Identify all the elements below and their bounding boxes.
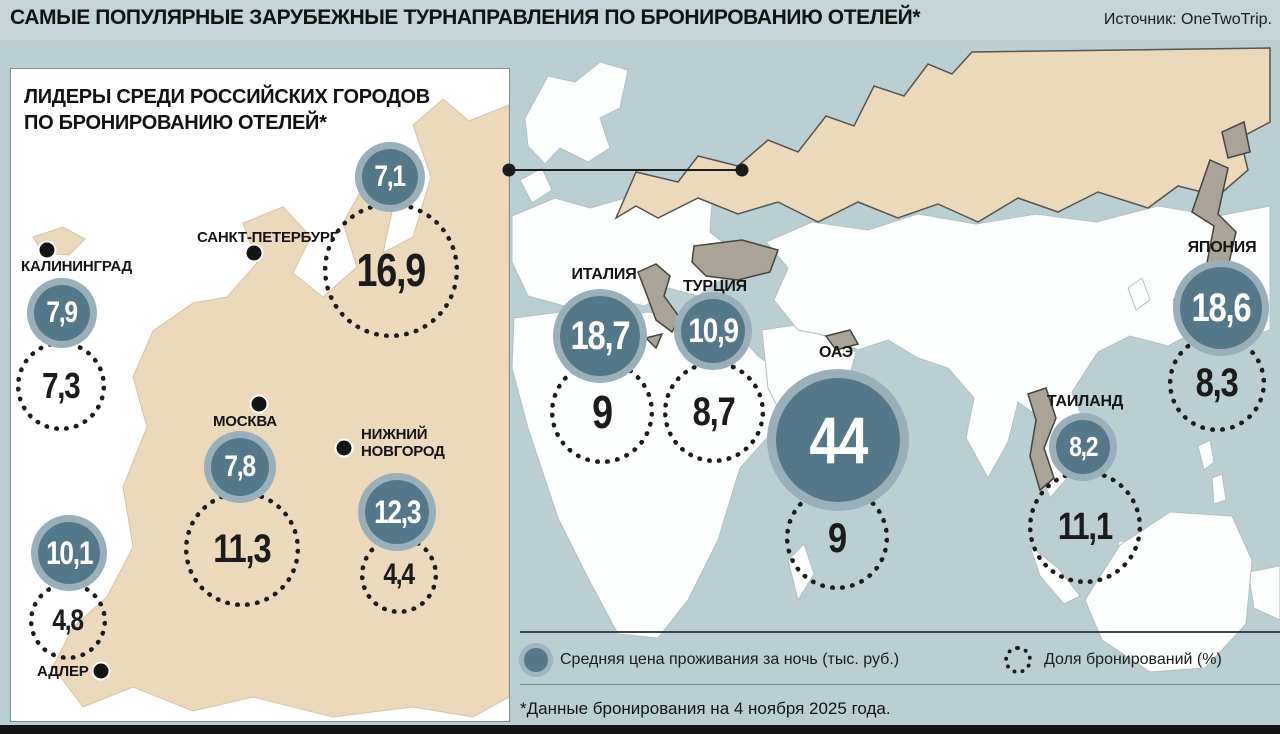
hokkaido-shape	[1221, 120, 1251, 159]
city-label-spb: САНКТ-ПЕТЕРБУРГ	[197, 229, 339, 246]
price-legend-icon	[519, 643, 553, 677]
inset-connector-line	[502, 163, 749, 177]
country-label-japan: ЯПОНИЯ	[1187, 239, 1257, 256]
price-bubble-italy: 18,7	[553, 289, 647, 383]
country-label-italy: ИТАЛИЯ	[571, 266, 637, 283]
country-label-thailand: ТАИЛАНД	[1046, 393, 1124, 410]
japan-shape	[1191, 158, 1237, 278]
new-guinea-shape	[1247, 565, 1280, 621]
city-dot-spb	[244, 243, 264, 263]
city-dot-kaliningrad	[37, 240, 57, 260]
connector-dot-right	[735, 163, 749, 177]
connector-dot-left	[502, 163, 516, 177]
price-bubble-spb: 7,1	[355, 142, 425, 212]
city-dot-nizhny	[334, 438, 354, 458]
philippines-shape-2	[1211, 473, 1227, 505]
turkey-shape	[691, 239, 779, 281]
inset-title-line1: ЛИДЕРЫ СРЕДИ РОССИЙСКИХ ГОРОДОВ	[24, 86, 430, 108]
share-legend-icon	[1004, 646, 1032, 674]
city-dot-adler	[91, 661, 111, 681]
price-bubble-kaliningrad: 7,9	[27, 278, 97, 348]
price-bubble-turkey: 10,9	[674, 292, 752, 370]
korea-shape	[1127, 277, 1151, 311]
legend-divider-top	[520, 631, 1280, 633]
price-bubble-japan: 18,6	[1173, 260, 1269, 356]
uk-shape	[519, 167, 553, 204]
share-bubble-turkey: 8,7	[663, 361, 765, 463]
city-label-adler: АДЛЕР	[37, 663, 89, 680]
share-bubble-thailand: 11,1	[1028, 470, 1142, 584]
scandinavia-shape	[524, 61, 629, 165]
page-title: САМЫЕ ПОПУЛЯРНЫЕ ЗАРУБЕЖНЫЕ ТУРНАПРАВЛЕН…	[10, 6, 921, 29]
share-bubble-adler: 4,8	[29, 582, 107, 660]
philippines-shape	[1197, 439, 1215, 471]
price-legend-label: Средняя цена проживания за ночь (тыс. ру…	[560, 651, 900, 668]
city-label-nizhny: НИЖНИЙ НОВГОРОД	[361, 426, 445, 460]
bottom-bar	[0, 725, 1280, 734]
city-label-kaliningrad: КАЛИНИНГРАД	[21, 258, 132, 275]
country-label-turkey: ТУРЦИЯ	[683, 278, 747, 295]
share-bubble-spb: 16,9	[323, 202, 459, 338]
share-legend-label: Доля бронирований (%)	[1044, 651, 1222, 668]
inset-russia-shape	[52, 98, 509, 718]
price-bubble-adler: 10,1	[31, 515, 107, 591]
russia-shape	[614, 47, 1271, 223]
price-bubble-nizhny: 12,3	[358, 473, 436, 551]
city-dot-moscow	[249, 394, 269, 414]
source-label: Источник: OneTwoTrip.	[1103, 11, 1272, 28]
price-bubble-uae: 44	[767, 369, 909, 511]
city-label-moscow: МОСКВА	[213, 413, 277, 430]
inset-title-line2: ПО БРОНИРОВАНИЮ ОТЕЛЕЙ*	[24, 112, 327, 134]
inset-title: ЛИДЕРЫ СРЕДИ РОССИЙСКИХ ГОРОДОВ ПО БРОНИ…	[24, 84, 430, 136]
legend-divider-bottom	[520, 684, 1280, 685]
price-bubble-moscow: 7,8	[204, 431, 276, 503]
footnote: *Данные бронирования на 4 ноября 2025 го…	[520, 699, 891, 718]
sicily-shape	[644, 332, 664, 350]
uae-shape	[824, 329, 860, 351]
share-bubble-kaliningrad: 7,3	[16, 341, 106, 431]
country-label-uae: ОАЭ	[819, 344, 853, 361]
share-bubble-moscow: 11,3	[184, 491, 300, 607]
price-bubble-thailand: 8,2	[1049, 413, 1117, 481]
